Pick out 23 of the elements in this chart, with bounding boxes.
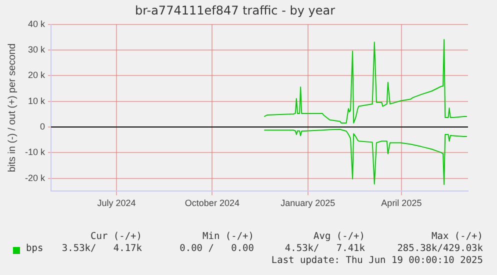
y-tick-label: -10 k <box>24 147 46 158</box>
y-tick-label: 10 k <box>28 96 46 106</box>
text: 3.53k/ 4.17k <box>62 243 142 254</box>
text: 4.53k/ 7.41k <box>284 243 365 254</box>
y-tick-label: 40 k <box>28 18 46 29</box>
text: 285.38k/429.03k <box>397 243 483 254</box>
text: Cur (-/+) <box>90 231 142 242</box>
y-tick-label: -20 k <box>24 172 46 183</box>
text: Max (-/+) <box>432 231 483 242</box>
x-tick-label: January 2025 <box>280 198 336 208</box>
y-axis-title: bits in (-) / out (+) per second <box>6 43 18 172</box>
x-tick-label: July 2024 <box>97 198 136 208</box>
text: Avg (-/+) <box>314 231 365 242</box>
text: 0.00 / 0.00 <box>180 243 254 254</box>
text: Min (-/+) <box>202 231 254 242</box>
y-tick-label: 20 k <box>28 70 46 80</box>
y-tick-label: 0 <box>40 122 46 132</box>
y-tick-label: 30 k <box>28 44 46 55</box>
x-tick-label: April 2025 <box>381 198 422 208</box>
text: Last update: Thu Jun 19 00:00:10 2025 <box>271 255 483 266</box>
legend-label: bps <box>26 243 44 254</box>
x-tick-label: October 2024 <box>184 198 240 208</box>
chart-title: br-a774111ef847 traffic - by year <box>134 3 336 18</box>
